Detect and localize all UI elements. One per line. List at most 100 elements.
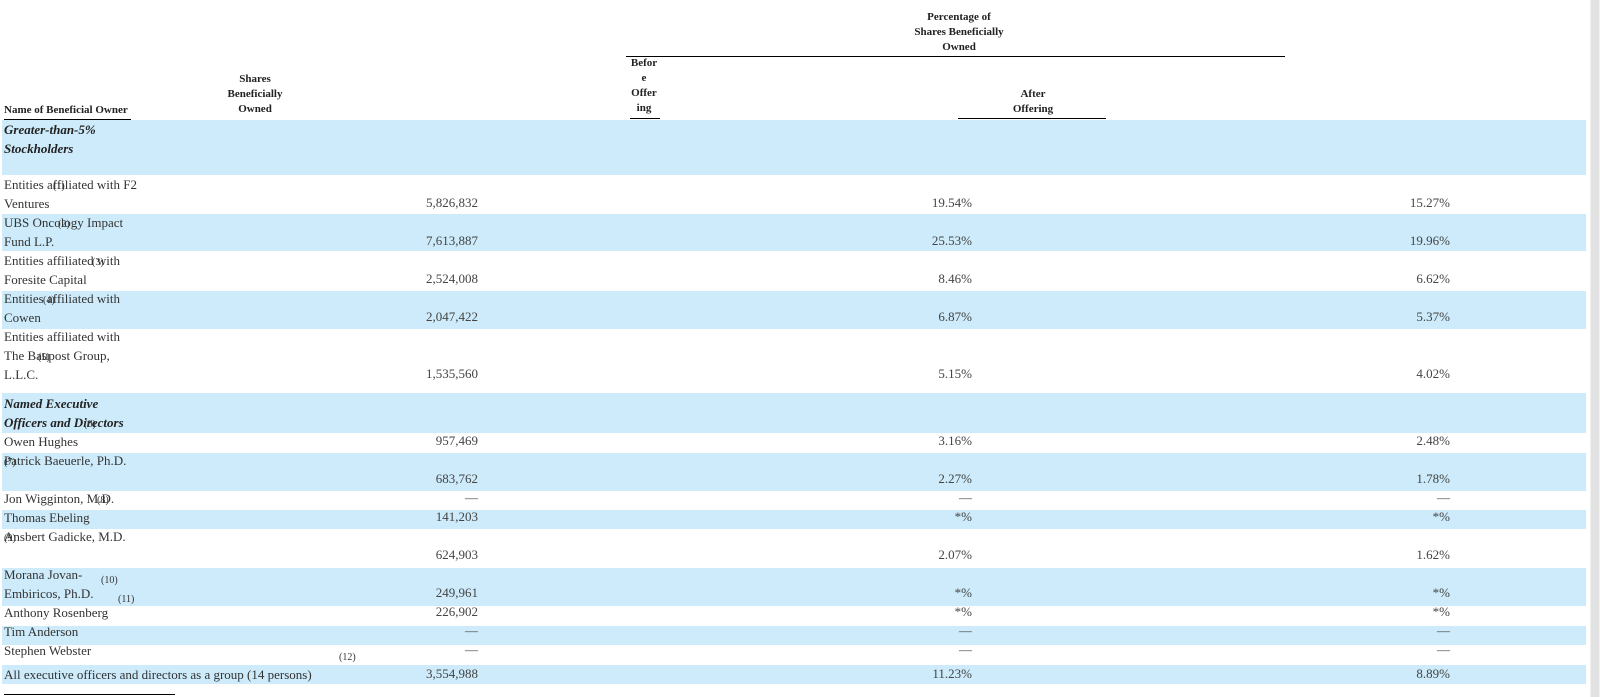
pct-after-offering: — <box>1437 623 1450 638</box>
shares-owned: 624,903 <box>435 547 478 562</box>
owner-name-line: Entities affiliated with <box>4 253 121 268</box>
header-line: Owned <box>238 103 272 115</box>
pct-after-offering: *% <box>1432 509 1450 524</box>
shares-owned: 7,613,887 <box>426 233 478 248</box>
owner-name: Patrick Baeuerle, Ph.D. <box>4 453 127 468</box>
pct-header-line: Owned <box>942 41 976 53</box>
header-line: Offering <box>1012 103 1054 115</box>
pct-before-offering: *% <box>954 604 972 619</box>
pct-header-line: Percentage of <box>927 11 991 23</box>
owner-name: Entities affiliated with Foresite Capita… <box>4 251 120 289</box>
owner-name: Anthony Rosenberg <box>4 605 109 620</box>
owner-name: Jon Wigginton, M.D. <box>4 491 115 506</box>
pct-before-offering: — <box>959 490 972 505</box>
owner-name: Thomas Ebeling <box>4 510 90 525</box>
vertical-scrollbar[interactable] <box>1590 0 1600 697</box>
footnote-ref: (3) <box>92 257 104 268</box>
owner-name-line: Foresite Capital <box>4 272 87 287</box>
owner-name: UBS Oncology Impact Fund L.P. <box>4 213 123 251</box>
footnote-separator <box>4 694 175 695</box>
pct-after-offering: 1.62% <box>1416 547 1450 562</box>
name-column-header: Name of Beneficial Owner <box>4 104 128 116</box>
row-band <box>2 120 1586 175</box>
owner-name: All executive officers and directors as … <box>4 667 312 682</box>
footnote-ref: (7) <box>4 457 16 468</box>
shares-owned: 1,535,560 <box>426 366 478 381</box>
footnote-ref: (11) <box>118 594 135 605</box>
owner-name: Tim Anderson <box>4 624 79 639</box>
pct-header-rule <box>626 56 1285 57</box>
row-band <box>2 291 1586 329</box>
owner-name: Entities affiliated with The Baupost Gro… <box>4 327 120 384</box>
pct-before-offering: 2.27% <box>938 471 972 486</box>
owner-name-line: Entities affiliated with F2 <box>4 177 137 192</box>
pct-after-offering: — <box>1437 490 1450 505</box>
pct-before-offering: 6.87% <box>938 309 972 324</box>
owner-name-line: Entities affiliated with <box>4 291 121 306</box>
owner-name: Owen Hughes <box>4 434 79 449</box>
owner-name: Entities affiliated with F2 Ventures <box>4 175 137 213</box>
footnote-ref: (8) <box>97 495 109 506</box>
footnote-ref: (6) <box>84 419 96 430</box>
row-band <box>2 393 1586 433</box>
header-line: Shares <box>239 73 271 85</box>
pct-after-offering: 2.48% <box>1416 433 1450 448</box>
shares-owned: 2,524,008 <box>426 271 478 286</box>
shares-owned: 957,469 <box>435 433 478 448</box>
pct-after-offering: *% <box>1432 604 1450 619</box>
pct-before-offering: 25.53% <box>931 233 972 248</box>
section-heading-line: Named Executive <box>4 396 99 411</box>
pct-before-offering: 2.07% <box>938 547 972 562</box>
header-line: After <box>1020 88 1046 100</box>
row-band <box>2 626 1586 645</box>
pct-header-line: Shares Beneficially <box>914 26 1004 38</box>
header-line: Beneficially <box>227 88 283 100</box>
pct-after-offering: *% <box>1432 585 1450 600</box>
pct-before-offering: 3.16% <box>938 433 972 448</box>
pct-after-offering: — <box>1437 642 1450 657</box>
owner-name-line: L.L.C. <box>4 367 39 382</box>
footnote-ref: (2) <box>58 219 70 230</box>
footnote-ref: (1) <box>53 181 65 192</box>
pct-before-offering: 11.23% <box>932 666 972 681</box>
before-offering-rule <box>630 118 660 119</box>
shares-owned-header: Shares Beneficially Owned <box>181 72 329 117</box>
pct-after-offering: 1.78% <box>1416 471 1450 486</box>
pct-after-offering: 15.27% <box>1409 195 1450 210</box>
pct-before-offering: — <box>959 623 972 638</box>
header-line: ing <box>636 102 652 114</box>
owner-name-line: Fund L.P. <box>4 234 55 249</box>
owner-name: Stephen Webster <box>4 643 92 658</box>
shares-owned: 2,047,422 <box>426 309 478 324</box>
pct-before-offering: — <box>959 642 972 657</box>
shares-owned: — <box>465 642 478 657</box>
pct-after-offering: 4.02% <box>1416 366 1450 381</box>
pct-group-header: Percentage of Shares Beneficially Owned <box>880 10 1038 55</box>
scrollbar-thumb[interactable] <box>1591 0 1599 697</box>
pct-after-offering: 8.89% <box>1416 666 1450 681</box>
section-heading-line: Stockholders <box>4 141 74 156</box>
before-offering-header: Befor e Offer ing <box>622 56 666 116</box>
footnote-ref: (4) <box>43 295 55 306</box>
header-line: Offer <box>631 87 657 99</box>
pct-before-offering: 5.15% <box>938 366 972 381</box>
header-line: e <box>641 72 647 84</box>
shares-owned: — <box>465 490 478 505</box>
pct-after-offering: 19.96% <box>1409 233 1450 248</box>
pct-before-offering: 19.54% <box>931 195 972 210</box>
section-heading-greater-than-5: Greater-than-5% Stockholders <box>4 120 96 158</box>
footnote-ref: (10) <box>101 575 118 586</box>
shares-owned: 249,961 <box>435 585 478 600</box>
shares-owned: 683,762 <box>435 471 478 486</box>
shares-owned: 141,203 <box>435 509 478 524</box>
pct-before-offering: *% <box>954 585 972 600</box>
owner-name: Ansbert Gadicke, M.D. <box>4 529 126 544</box>
shares-owned: — <box>465 623 478 638</box>
footnote-ref: (5) <box>38 352 50 363</box>
footnote-ref: (9) <box>4 533 16 544</box>
section-heading-line: Greater-than-5% <box>4 122 96 137</box>
owner-name-line: The Baupost Group, <box>4 348 110 363</box>
shares-owned: 5,826,832 <box>426 195 478 210</box>
section-heading-line: Officers and Directors <box>4 415 124 430</box>
row-band <box>2 453 1586 491</box>
